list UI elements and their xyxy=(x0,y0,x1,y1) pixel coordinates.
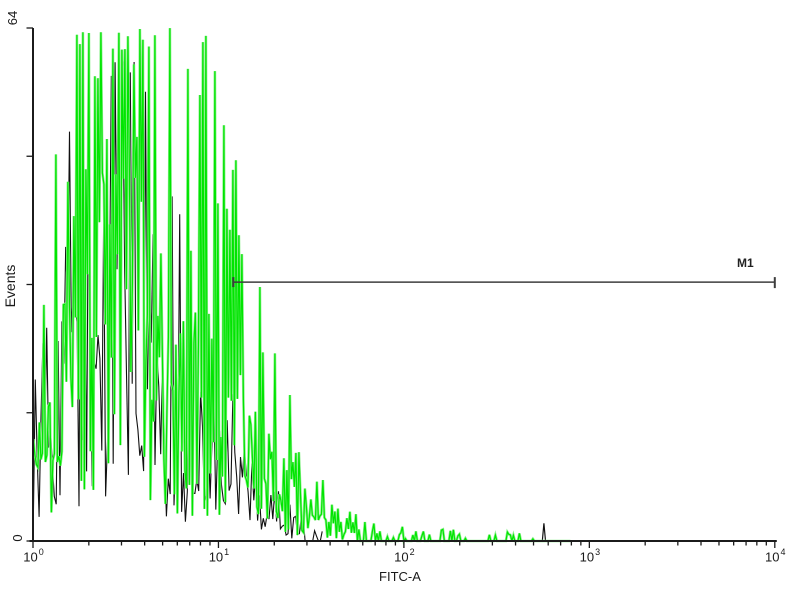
x-tick-label-base: 10 xyxy=(208,549,224,565)
y-axis-title: Events xyxy=(2,264,18,308)
x-tick-label-10e2: 102 xyxy=(389,547,419,565)
x-tick-label-10e3: 103 xyxy=(574,547,604,565)
black-outline-stray-spike xyxy=(541,523,547,542)
x-tick-label-exponent: 2 xyxy=(409,547,415,557)
x-tick-label-10e1: 101 xyxy=(203,547,233,565)
axis-ticks xyxy=(26,27,776,548)
x-tick-label-base: 10 xyxy=(579,549,595,565)
x-tick-label-exponent: 0 xyxy=(38,547,44,557)
x-tick-label-exponent: 4 xyxy=(780,547,786,557)
y-axis-min-label: 0 xyxy=(10,534,25,542)
m1-gate-label: M1 xyxy=(737,256,754,270)
x-tick-label-10e4: 104 xyxy=(760,547,790,565)
series-green-outline xyxy=(32,28,571,545)
x-axis-title: FITC-A xyxy=(379,569,421,584)
histogram-series xyxy=(32,28,571,545)
x-tick-label-base: 10 xyxy=(765,549,780,565)
x-tick-label-10e0: 100 xyxy=(18,547,48,565)
x-tick-label-exponent: 3 xyxy=(595,547,601,557)
x-tick-label-exponent: 1 xyxy=(224,547,230,557)
x-tick-label-base: 10 xyxy=(23,549,38,565)
x-tick-label-base: 10 xyxy=(394,549,409,565)
y-axis-max-label: 64 xyxy=(5,10,20,26)
m1-gate-marker xyxy=(232,277,776,289)
